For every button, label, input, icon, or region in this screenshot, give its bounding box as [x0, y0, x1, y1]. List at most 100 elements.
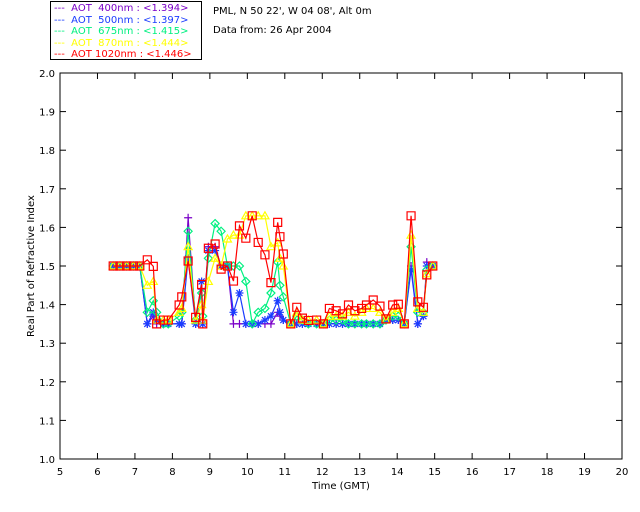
data-point-square: [241, 233, 251, 243]
data-point-triangle: [427, 260, 438, 270]
x-tick-label: 16: [466, 467, 479, 478]
data-point-square: [361, 300, 372, 310]
x-tick-label: 14: [391, 467, 404, 478]
x-tick-label: 7: [132, 467, 138, 478]
data-point-diamond: [275, 280, 285, 291]
data-point-diamond: [190, 315, 201, 325]
legend-item-500nm: --- AOT 500nm : <1.397>: [54, 14, 189, 26]
data-point-square: [266, 277, 276, 288]
data-point-star: [260, 316, 269, 325]
y-tick-label: 1.7: [39, 185, 55, 196]
data-point-square: [234, 221, 245, 231]
y-tick-label: 1.6: [39, 223, 55, 234]
data-point-square: [375, 301, 385, 311]
data-point-square: [135, 261, 145, 271]
legend-item-675nm: --- AOT 675nm : <1.415>: [54, 26, 189, 38]
data-point-star: [273, 296, 282, 305]
data-point-diamond: [210, 218, 220, 229]
data-point-square: [393, 299, 403, 309]
data-point-diamond: [381, 315, 391, 325]
legend: --- AOT 400nm : <1.394> --- AOT 500nm : …: [50, 1, 202, 60]
x-tick-label: 8: [169, 467, 175, 478]
data-point-square: [413, 297, 423, 307]
data-point-square: [343, 300, 354, 310]
data-point-triangle: [259, 210, 270, 220]
data-point-square: [318, 319, 328, 329]
data-point-square: [297, 313, 308, 323]
data-point-star: [241, 319, 250, 328]
data-point-triangle: [210, 253, 221, 262]
data-point-square: [278, 249, 288, 259]
data-point-diamond: [278, 292, 289, 302]
data-point-square: [331, 306, 341, 316]
data-point-triangle: [183, 241, 194, 251]
y-tick-label: 1.2: [39, 378, 55, 389]
y-axis-label: Real Part of Refractive Index: [26, 195, 37, 337]
x-tick-label: 17: [503, 467, 516, 478]
data-point-triangle: [324, 310, 335, 320]
location-text: PML, N 50 22', W 04 08', Alt 0m: [213, 6, 372, 17]
y-tick-label: 1.3: [39, 339, 55, 350]
data-point-plus: [184, 213, 193, 222]
x-tick-label: 10: [241, 467, 254, 478]
data-point-square: [222, 261, 233, 271]
data-point-square: [197, 279, 207, 290]
x-tick-label: 6: [94, 467, 100, 478]
data-point-square: [428, 261, 438, 271]
data-point-square: [399, 319, 409, 329]
data-point-square: [253, 237, 263, 248]
legend-item-870nm: --- AOT 870nm : <1.444>: [54, 37, 189, 49]
data-point-triangle: [148, 276, 159, 286]
data-point-star: [275, 308, 284, 317]
x-tick-label: 9: [207, 467, 213, 478]
data-point-diamond: [216, 226, 226, 237]
data-point-star: [266, 312, 275, 321]
legend-item-1020nm: --- AOT 1020nm : <1.446>: [54, 49, 192, 61]
data-point-star: [184, 254, 193, 263]
data-point-diamond: [260, 303, 270, 314]
x-tick-label: 19: [578, 467, 591, 478]
data-point-square: [216, 264, 226, 274]
x-tick-label: 15: [428, 467, 441, 478]
x-tick-label: 20: [616, 467, 629, 478]
data-point-star: [143, 319, 152, 328]
data-point-star: [211, 246, 220, 255]
data-point-triangle: [361, 303, 372, 313]
data-point-square: [406, 211, 416, 221]
data-point-diamond: [203, 253, 214, 264]
data-point-triangle: [190, 314, 201, 324]
x-tick-label: 5: [57, 467, 63, 478]
data-point-square: [203, 243, 213, 253]
data-point-triangle: [228, 229, 239, 239]
data-point-star: [254, 319, 263, 328]
data-point-diamond: [234, 261, 245, 271]
data-point-square: [368, 295, 378, 305]
data-point-square: [191, 312, 201, 322]
data-point-triangle: [368, 303, 379, 313]
data-point-square: [422, 270, 432, 280]
y-tick-label: 1.8: [39, 146, 55, 157]
legend-item-400nm: --- AOT 400nm : <1.394>: [54, 3, 189, 14]
data-point-square: [275, 232, 285, 242]
data-point-square: [350, 306, 360, 316]
data-point-square: [148, 261, 158, 271]
x-tick-label: 12: [316, 467, 329, 478]
x-tick-label: 13: [353, 467, 366, 478]
data-point-square: [337, 309, 348, 319]
series-line-4: [113, 215, 434, 325]
data-point-diamond: [240, 276, 251, 287]
y-tick-label: 1.9: [39, 108, 55, 119]
series-line-2: [113, 222, 434, 326]
data-point-square: [183, 256, 193, 266]
data-point-square: [292, 302, 302, 312]
data-point-square: [324, 303, 334, 314]
data-point-square: [152, 319, 162, 329]
data-point-triangle: [285, 318, 296, 328]
data-point-square: [177, 292, 187, 302]
data-point-star: [292, 319, 301, 328]
data-point-square: [418, 302, 429, 312]
data-point-diamond: [343, 319, 354, 329]
data-point-triangle: [247, 210, 258, 220]
y-tick-label: 1.5: [39, 262, 55, 273]
